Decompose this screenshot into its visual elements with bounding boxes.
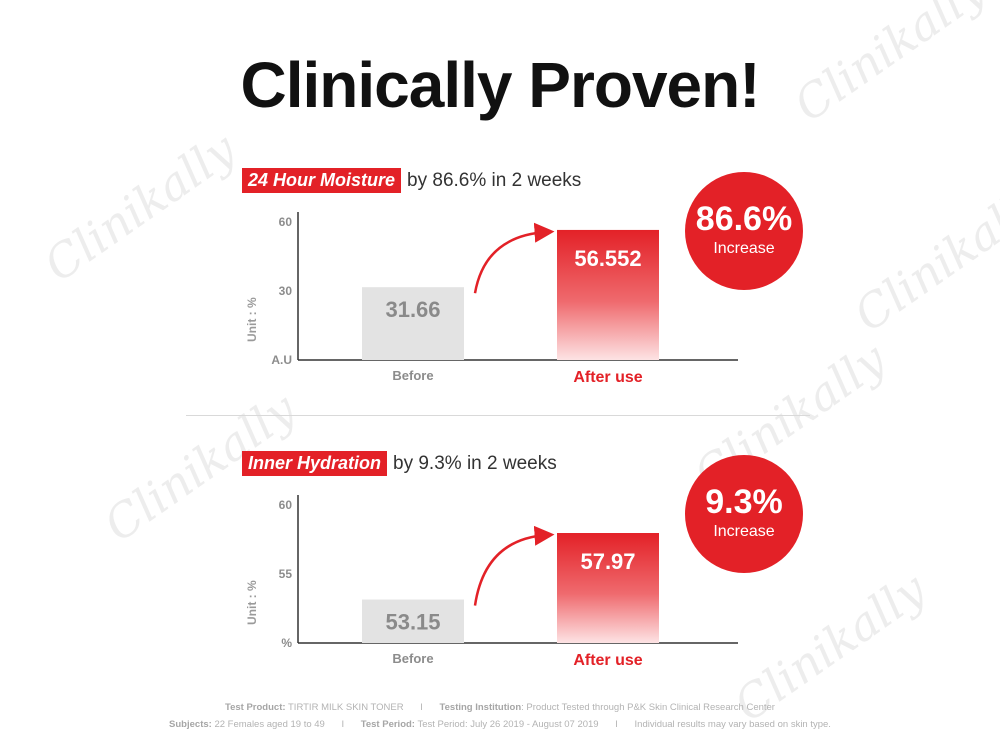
badge-value: 86.6% — [695, 200, 793, 238]
footer-product-label: Test Product: — [225, 702, 286, 713]
y-tick-label: 60 — [279, 498, 293, 512]
footer-separator: I — [420, 702, 423, 713]
y-tick-label: 60 — [279, 215, 293, 229]
y-tick-label: 55 — [279, 567, 293, 581]
x-category-label: Before — [392, 368, 433, 383]
badge-value: 9.3% — [705, 483, 783, 521]
y-tick-label: 30 — [279, 284, 293, 298]
y-tick-label: A.U — [271, 353, 292, 367]
bar-value-label: 56.552 — [574, 246, 641, 271]
footer-disclaimer: Individual results may vary based on ski… — [634, 719, 831, 730]
after-bar — [557, 229, 659, 360]
bar-value-label: 53.15 — [385, 610, 440, 635]
x-category-label: Before — [392, 651, 433, 666]
x-category-label: After use — [573, 369, 642, 386]
chart-heading-text: by 9.3% in 2 weeks — [393, 452, 557, 474]
chart-heading: Inner Hydration by 9.3% in 2 weeks — [242, 451, 557, 476]
before-bar — [362, 599, 464, 643]
bar-value-label: 57.97 — [580, 549, 635, 574]
after-bar — [557, 533, 659, 643]
badge-label: Increase — [713, 240, 775, 257]
footer-product: TIRTIR MILK SKIN TONER — [288, 702, 404, 713]
chart-heading-tag: 24 Hour Moisture — [242, 168, 402, 193]
moisture-chart: 60 30 A.U 31.66 Before 56.552 After use — [271, 212, 738, 386]
footer-separator: I — [615, 719, 618, 730]
x-category-label: After use — [573, 652, 642, 669]
footer-separator: I — [341, 719, 345, 730]
moisture-chart-panel: 24 Hour Moisture by 86.6% in 2 weeks Uni… — [0, 160, 1000, 420]
badge-label: Increase — [713, 523, 775, 540]
footer-line-1: Test Product: TIRTIR MILK SKIN TONER I T… — [0, 702, 1000, 713]
increase-arrow — [473, 222, 555, 294]
hydration-chart-panel: Inner Hydration by 9.3% in 2 weeks Unit … — [0, 443, 1000, 703]
chart-heading: 24 Hour Moisture by 86.6% in 2 weeks — [242, 168, 581, 193]
footer-subjects: 22 Females aged 19 to 49 — [214, 719, 325, 730]
increase-arrow — [473, 525, 555, 606]
footer-subjects-label: Subjects: — [169, 719, 212, 730]
footer-institution: : Product Tested through P&K Skin Clinic… — [521, 702, 775, 713]
increase-badge: 86.6% Increase — [685, 172, 803, 290]
chart-heading-text: by 86.6% in 2 weeks — [407, 169, 582, 191]
footer-institution-label: Testing Institution — [439, 702, 522, 713]
footer-period-label: Test Period: — [360, 719, 415, 730]
hydration-chart: 60 55% 53.15 Before 57.97 After use — [279, 495, 738, 669]
chart-heading-tag: Inner Hydration — [242, 451, 388, 476]
footer-line-2: Subjects: 22 Females aged 19 to 49 I Tes… — [0, 719, 1000, 730]
increase-badge: 9.3% Increase — [685, 455, 803, 573]
bar-value-label: 31.66 — [385, 297, 440, 322]
y-tick-label: % — [281, 636, 292, 650]
page-title: Clinically Proven! — [240, 49, 760, 121]
section-divider — [186, 415, 810, 416]
before-bar — [362, 287, 464, 360]
footer-period: Test Period: July 26 2019 - August 07 20… — [417, 719, 599, 730]
